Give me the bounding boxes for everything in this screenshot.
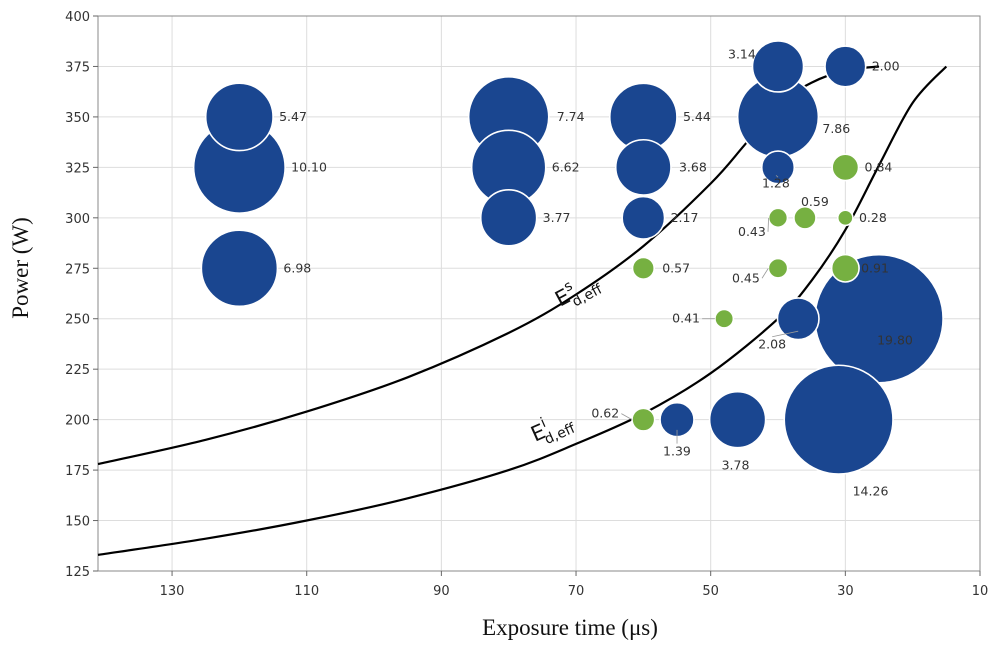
blue-bubble [783,364,894,475]
green-bubble [830,253,860,283]
bubble-value-label: 2.00 [872,58,900,73]
y-tick-label: 275 [65,262,90,277]
y-tick-label: 375 [65,60,90,75]
x-tick-label: 50 [702,584,719,599]
green-bubble [793,205,817,230]
curve-labels: Esd,eff Eid,eff [526,266,606,452]
bubble-value-label: 5.44 [683,109,711,124]
y-tick-label: 400 [65,10,90,25]
blue-bubble [760,150,796,185]
bubble-value-label: 0.41 [672,311,700,326]
bubble-labels: 19.80 14.26 10.10 7.86 7.74 6.98 6.62 5.47 5.44 3… [279,46,913,498]
curve-label: Esd,eff [550,266,606,317]
bubble-value-label: 7.74 [557,109,585,124]
bubble-value-label: 6.62 [552,159,580,174]
y-tick-label: 200 [65,414,90,429]
blue-bubble [621,195,666,240]
bubble-value-label: 10.10 [291,159,327,174]
bubble-value-label: 0.28 [859,210,887,225]
bubble-value-label: 5.47 [279,109,307,124]
x-axis-title: Exposure time (μs) [482,615,658,640]
bubble-value-label: 3.14 [728,46,756,61]
bubble-value-label: 2.17 [671,210,699,225]
bubble-value-label: 2.08 [758,337,786,352]
green-bubble [836,209,854,227]
green-bubble [714,308,735,329]
bubble-value-label: 19.80 [877,333,913,348]
label-leader [767,217,769,232]
green-bubble [767,257,789,279]
x-tick-label: 30 [837,584,854,599]
bubble-value-label: 7.86 [822,121,850,136]
y-tick-label: 300 [65,212,90,227]
y-tick-label: 175 [65,464,90,479]
blue-bubble [614,138,672,196]
bubble-value-label: 6.98 [283,260,311,275]
bubble-value-label: 14.26 [853,484,889,499]
blue-bubble [479,189,538,247]
x-tick-label: 110 [294,584,319,599]
bubble-value-label: 3.78 [722,458,750,473]
y-tick-label: 225 [65,363,90,378]
label-leader [761,268,769,279]
blue-bubble [200,229,279,308]
bubble-value-label: 0.43 [738,224,766,239]
x-tick-label: 90 [433,584,450,599]
green-bubble [767,207,789,229]
label-leader [621,413,633,420]
x-tick-label: 70 [568,584,585,599]
bubble-value-label: 0.62 [591,406,619,421]
y-axis-title: Power (W) [8,217,33,319]
y-tick-label: 250 [65,313,90,328]
x-tick-label: 130 [160,584,185,599]
bubble-value-label: 1.28 [762,175,790,190]
y-tick-label: 350 [65,111,90,126]
x-tick-label: 10 [972,584,989,599]
bubble-value-label: 3.77 [543,210,571,225]
bubble-value-label: 1.39 [663,444,691,459]
green-bubble [831,153,860,182]
blue-bubble [751,40,805,93]
green-bubble [631,256,656,280]
y-tick-label: 325 [65,161,90,176]
bubble-value-label: 0.91 [861,260,889,275]
blue-bubble [708,390,767,449]
y-tick-label: 150 [65,515,90,530]
x-axis-ticks: 130 110 90 70 50 30 10 [160,571,989,599]
bubbles [192,40,944,475]
blue-bubble [776,297,820,341]
blue-bubble [204,82,274,152]
label-leader [775,175,779,178]
bubble-value-label: 0.45 [732,270,760,285]
plot-frame [97,15,981,572]
blue-bubble [824,45,867,88]
bubble-value-label: 3.68 [679,159,707,174]
green-bubble [631,407,656,432]
bubble-value-label: 0.59 [801,194,829,209]
y-axis-ticks: 125 150 175 200 225 250 275 300 325 350 375 400 [65,10,98,580]
bubble-value-label: 0.84 [865,159,893,174]
bubble-value-label: 0.57 [662,260,690,275]
label-leader [772,330,799,338]
curve-label: Eid,eff [526,405,578,452]
y-tick-label: 125 [65,565,90,580]
